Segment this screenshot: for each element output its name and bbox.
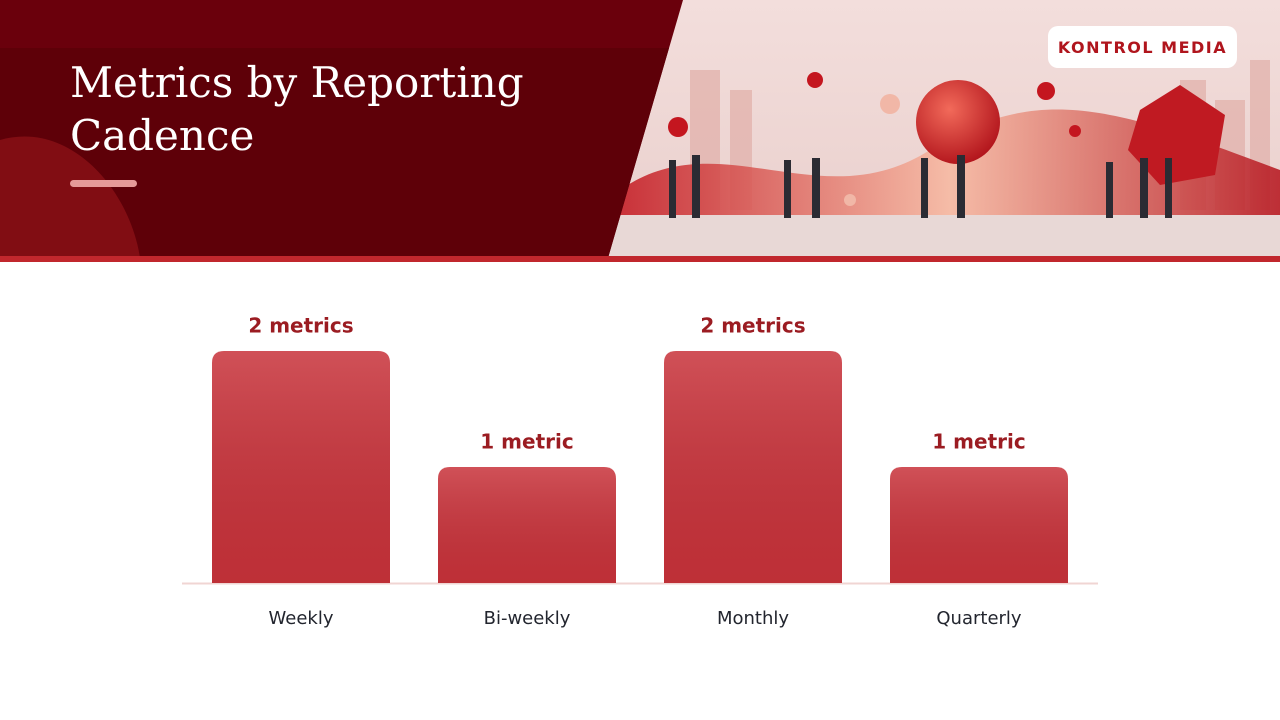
brand-logo: KONTROL MEDIA [1048,26,1237,68]
bar-shade [890,467,1068,583]
x-tick-label: Monthly [717,608,789,629]
x-tick-label: Quarterly [936,608,1022,629]
value-label: 1 metric [480,430,573,454]
value-label: 1 metric [932,430,1025,454]
value-label: 2 metrics [248,314,353,338]
bar-shade [438,467,616,583]
bar-shade [212,351,390,583]
bar-shade [664,351,842,583]
value-label: 2 metrics [700,314,805,338]
x-tick-label: Weekly [269,608,334,629]
x-tick-label: Bi-weekly [484,608,571,629]
chart-title: Metrics by Reporting Cadence [70,58,524,160]
